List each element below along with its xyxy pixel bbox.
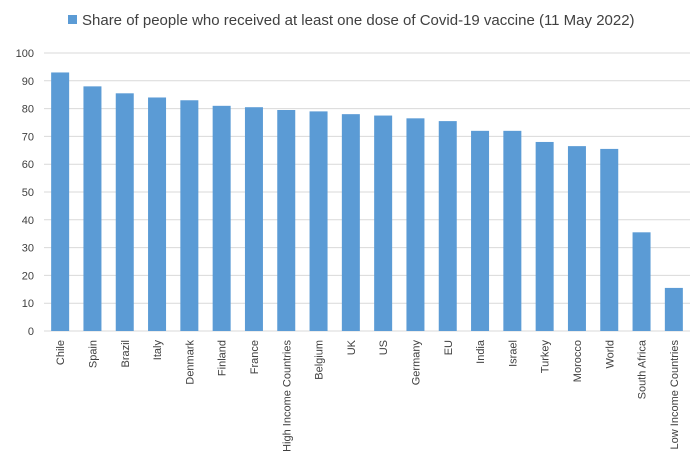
y-axis: 0 10 20 30 40 50 60 70 80 90 100 bbox=[16, 48, 34, 338]
bar bbox=[341, 114, 360, 331]
bar bbox=[567, 146, 586, 331]
x-category-label: High Income Countries bbox=[281, 340, 293, 452]
x-category-label: Brazil bbox=[120, 340, 132, 368]
bar bbox=[535, 141, 554, 331]
y-tick-label: 60 bbox=[22, 159, 34, 171]
x-category-label: UK bbox=[346, 339, 358, 355]
x-category-label: Turkey bbox=[540, 340, 552, 374]
y-tick-label: 10 bbox=[22, 298, 34, 310]
bar bbox=[83, 86, 102, 331]
x-category-label: Germany bbox=[410, 340, 422, 386]
x-category-label: Belgium bbox=[314, 340, 326, 380]
y-tick-label: 0 bbox=[28, 326, 34, 338]
x-axis: Chile Spain Brazil Italy Denmark Finland Franc… bbox=[55, 339, 681, 452]
x-category-label: Israel bbox=[507, 340, 519, 367]
bar bbox=[438, 121, 457, 331]
bar bbox=[180, 100, 199, 331]
bar bbox=[277, 109, 296, 332]
x-category-label: Spain bbox=[87, 340, 99, 368]
x-category-label: South Africa bbox=[637, 339, 649, 399]
bar bbox=[309, 111, 328, 331]
y-tick-label: 20 bbox=[22, 270, 34, 282]
bar bbox=[503, 130, 522, 331]
y-tick-label: 90 bbox=[22, 76, 34, 88]
bar bbox=[406, 118, 425, 331]
bar bbox=[374, 115, 393, 331]
x-category-label: Finland bbox=[217, 340, 229, 376]
y-tick-label: 40 bbox=[22, 215, 34, 227]
y-tick-label: 50 bbox=[22, 187, 34, 199]
bar bbox=[51, 72, 70, 332]
bar bbox=[600, 148, 619, 331]
legend-label: Share of people who received at least on… bbox=[82, 12, 635, 29]
y-tick-label: 80 bbox=[22, 104, 34, 116]
bar bbox=[632, 232, 651, 331]
x-category-label: Low Income Countries bbox=[669, 340, 681, 450]
gridlines bbox=[44, 52, 690, 332]
x-category-label: India bbox=[475, 339, 487, 364]
bar bbox=[212, 105, 231, 331]
x-category-label: US bbox=[378, 340, 390, 355]
x-category-label: World bbox=[604, 340, 616, 369]
x-category-label: EU bbox=[443, 340, 455, 355]
legend: Share of people who received at least on… bbox=[68, 12, 635, 29]
x-category-label: Morocco bbox=[572, 340, 584, 382]
legend-swatch bbox=[68, 15, 77, 24]
y-tick-label: 100 bbox=[16, 48, 34, 60]
bar bbox=[148, 97, 167, 331]
y-tick-label: 70 bbox=[22, 131, 34, 143]
y-tick-label: 30 bbox=[22, 243, 34, 255]
bar bbox=[115, 93, 134, 331]
bar bbox=[471, 130, 490, 331]
x-category-label: Chile bbox=[55, 340, 67, 365]
bar bbox=[664, 287, 683, 331]
bar bbox=[244, 107, 263, 332]
x-category-label: Italy bbox=[152, 340, 164, 361]
bars bbox=[51, 72, 683, 332]
x-category-label: France bbox=[249, 340, 261, 374]
x-category-label: Denmark bbox=[184, 340, 196, 385]
